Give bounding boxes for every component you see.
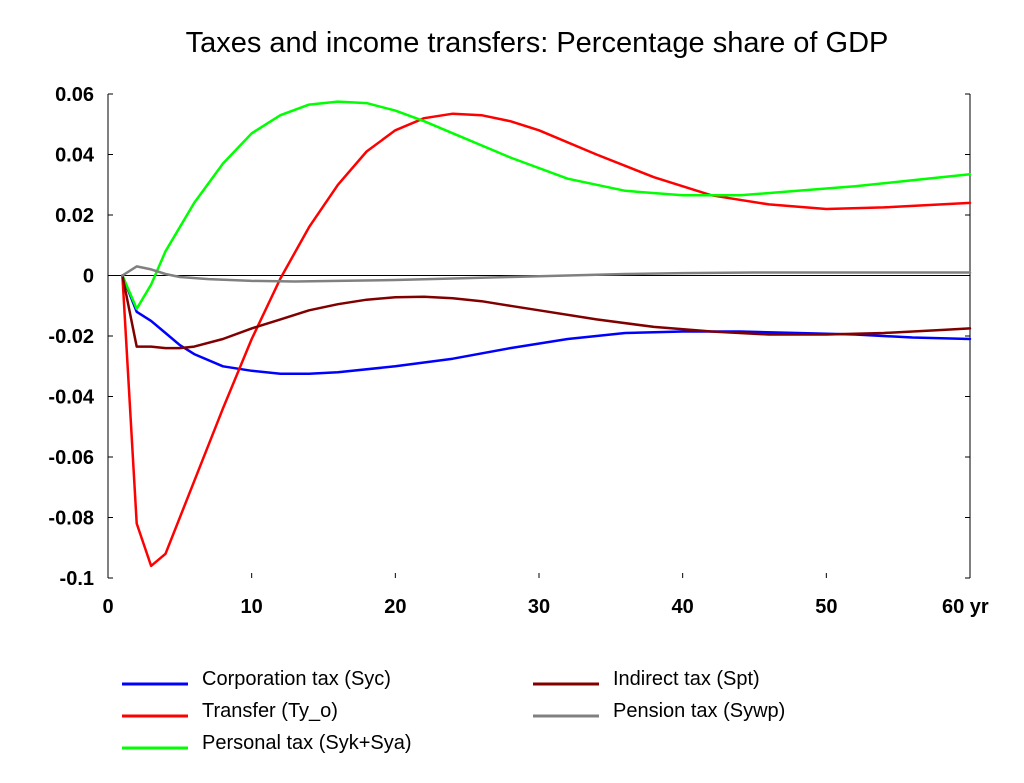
legend-label-4: Pension tax (Sywp) (613, 700, 785, 722)
y-tick-label: -0.06 (48, 447, 94, 469)
legend: Corporation tax (Syc) Transfer (Ty_o) Pers… (122, 668, 785, 754)
y-tick-label: 0.02 (55, 205, 94, 227)
series-layer (121, 100, 972, 568)
series-line-2 (121, 100, 972, 311)
legend-label-2: Personal tax (Syk+Sya) (202, 732, 412, 754)
y-tick-label: -0.04 (48, 387, 94, 409)
x-tick-label: 50 (815, 596, 837, 618)
plot-frame (107, 94, 971, 578)
chart-title: Taxes and income transfers: Percentage s… (186, 27, 889, 59)
y-tick-label: -0.02 (48, 326, 94, 348)
series-line-4 (121, 265, 972, 283)
series-line-0 (121, 274, 972, 376)
y-tick-label: 0.06 (55, 84, 94, 106)
y-tick-label: -0.1 (60, 568, 94, 590)
y-tick-label: -0.08 (48, 508, 94, 530)
y-axis-ticks: 0.06 0.04 0.02 0 -0.02 -0.04 -0.06 -0.08 -0.1 (48, 84, 970, 590)
y-tick-label: 0 (83, 266, 94, 288)
y-tick-label: 0.04 (55, 145, 95, 167)
x-tick-label: 20 (384, 596, 406, 618)
series-line-3 (121, 274, 972, 350)
legend-label-3: Indirect tax (Spt) (613, 668, 760, 690)
x-tick-label: 10 (241, 596, 263, 618)
legend-label-0: Corporation tax (Syc) (202, 668, 391, 690)
series-line-1 (121, 112, 972, 568)
x-tick-label: 40 (672, 596, 694, 618)
legend-label-1: Transfer (Ty_o) (202, 700, 338, 722)
x-tick-label: 30 (528, 596, 550, 618)
x-tick-label: 0 (102, 596, 113, 618)
x-axis-ticks: 0 10 20 30 40 50 60 yr (102, 573, 989, 618)
x-tick-label: 60 yr (942, 596, 989, 618)
